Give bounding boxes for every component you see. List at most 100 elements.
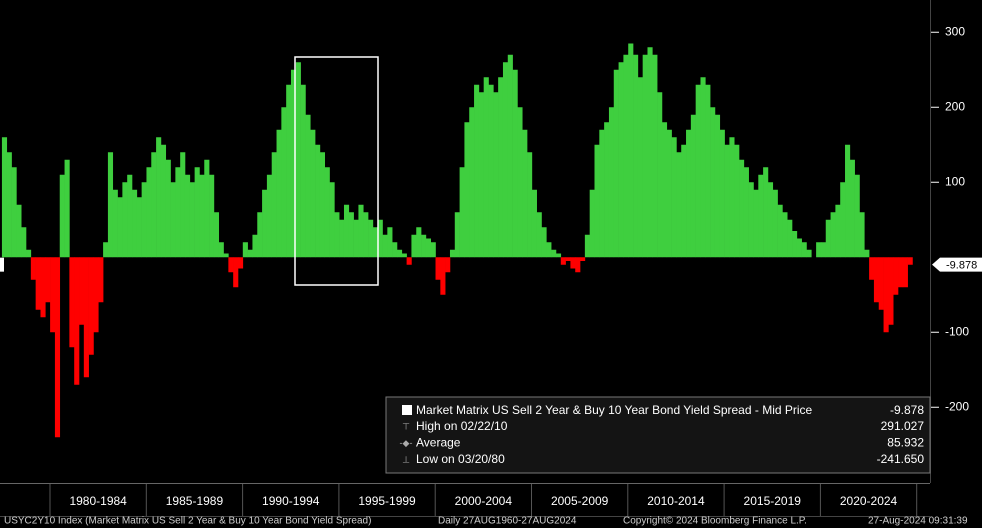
bar <box>266 174 273 258</box>
bar <box>228 257 234 273</box>
y-tick-label: -100 <box>945 324 969 338</box>
x-tick-label: 2015-2019 <box>744 494 802 508</box>
bar <box>806 249 812 258</box>
x-tick-label: 2010-2014 <box>647 494 705 508</box>
bar <box>6 152 12 258</box>
legend-swatch <box>402 405 412 415</box>
bar <box>93 257 99 333</box>
bar <box>83 257 89 378</box>
bar <box>353 219 359 258</box>
bar <box>324 167 330 258</box>
bar <box>517 107 523 258</box>
bar <box>690 114 696 258</box>
bar <box>358 204 364 258</box>
bar <box>136 197 142 258</box>
bar <box>310 129 316 258</box>
legend-value: -9.878 <box>890 403 924 417</box>
bar <box>878 257 884 310</box>
bar <box>652 54 658 258</box>
bar <box>613 69 619 258</box>
legend-label: Market Matrix US Sell 2 Year & Buy 10 Ye… <box>416 403 813 417</box>
bar <box>527 152 533 258</box>
bar <box>772 189 778 258</box>
bar <box>26 249 32 258</box>
stat-label: Low on 03/20/80 <box>416 452 505 466</box>
footer-timestamp: 27-Aug-2024 09:31:39 <box>868 516 968 527</box>
bar <box>820 242 827 258</box>
bar <box>758 174 764 258</box>
bar <box>151 152 157 258</box>
bar <box>902 257 908 288</box>
bar <box>98 257 104 303</box>
bar <box>343 204 350 258</box>
bar <box>483 77 489 258</box>
stat-label: Average <box>416 436 461 450</box>
last-value-marker <box>0 257 4 272</box>
bar <box>681 144 687 258</box>
bar <box>334 212 340 258</box>
bar <box>777 204 783 258</box>
footer-index: USYC2Y10 Index (Market Matrix US Sell 2 … <box>4 516 371 527</box>
bar <box>700 77 706 258</box>
bar <box>368 219 374 258</box>
y-tick-label: 100 <box>945 174 965 188</box>
bar <box>498 77 504 258</box>
bar <box>396 249 403 258</box>
bar <box>565 257 571 261</box>
legend-icon: ⊥ <box>402 454 410 464</box>
stat-value: 291.027 <box>881 419 925 433</box>
bar <box>127 174 133 258</box>
bar <box>657 92 663 258</box>
bar <box>763 167 769 258</box>
bar <box>170 182 176 258</box>
bar <box>478 92 484 258</box>
bar <box>459 167 465 258</box>
bar <box>512 69 518 258</box>
legend-icon: -◆- <box>400 438 413 448</box>
bar <box>117 197 123 258</box>
bar <box>233 257 239 288</box>
bar <box>570 257 576 269</box>
bar <box>502 62 509 258</box>
bar <box>1 137 8 258</box>
bar <box>695 84 701 258</box>
bar <box>816 242 822 258</box>
bar <box>184 174 191 258</box>
footer-copyright: Copyright© 2024 Bloomberg Finance L.P. <box>623 516 807 527</box>
bar <box>835 204 841 258</box>
bar <box>387 227 393 258</box>
bar <box>560 257 566 265</box>
bar <box>223 253 229 258</box>
bar <box>11 167 17 258</box>
bar <box>199 174 205 258</box>
bar <box>825 219 831 258</box>
bar <box>676 152 682 258</box>
bar <box>705 84 711 258</box>
bar <box>782 212 788 258</box>
bar <box>888 257 894 325</box>
bar <box>719 129 725 258</box>
bar <box>132 189 138 258</box>
bar <box>580 257 586 261</box>
bar <box>204 159 210 258</box>
bar <box>107 152 114 258</box>
bar <box>849 159 855 258</box>
legend-icon: ⊤ <box>402 421 410 431</box>
bar <box>469 107 475 258</box>
bar <box>209 174 215 258</box>
bar <box>305 114 311 258</box>
legend: Market Matrix US Sell 2 Year & Buy 10 Ye… <box>385 396 931 474</box>
bar <box>859 212 865 258</box>
bar <box>435 257 441 280</box>
bar <box>382 234 388 258</box>
bar <box>69 257 75 348</box>
bar <box>604 122 610 258</box>
bar <box>103 242 109 258</box>
bar <box>801 242 807 258</box>
bar <box>599 129 605 258</box>
bar <box>787 219 793 258</box>
bar <box>734 144 740 258</box>
bar <box>898 257 904 288</box>
bar <box>893 257 899 295</box>
